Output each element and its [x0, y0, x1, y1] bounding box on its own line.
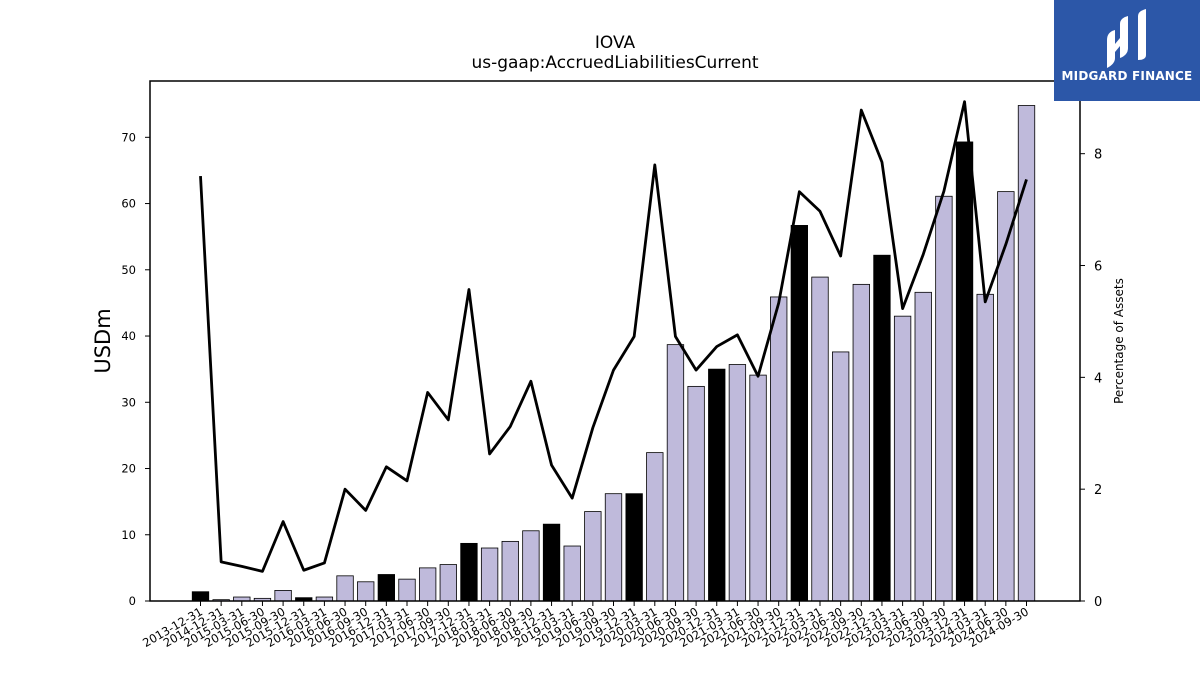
chart-title: IOVA	[594, 33, 636, 53]
bar-2019-09-30	[604, 493, 623, 602]
plot-frame	[149, 80, 1081, 602]
percentage-of-assets-line	[199, 100, 1028, 573]
bar-2023-12-31	[955, 141, 974, 602]
y-tick-label: 60	[121, 197, 136, 211]
bar-2020-09-30	[687, 385, 705, 602]
bar-2019-12-31	[625, 493, 643, 602]
bar-2022-12-31	[873, 254, 891, 602]
y2-tick-label: 8	[1094, 148, 1102, 163]
bar-2023-03-31	[893, 315, 912, 602]
bar-2015-09-30	[274, 590, 292, 602]
bar-2020-12-31	[708, 368, 726, 602]
bar-2017-09-30	[439, 564, 457, 602]
y-tick-label: 40	[121, 329, 136, 343]
bar-2022-06-30	[832, 351, 850, 602]
y-tick-label: 50	[121, 263, 136, 277]
bars-layer	[191, 105, 1036, 602]
bar-2013-12-31	[191, 591, 210, 602]
bar-2017-12-31	[460, 542, 478, 602]
y-tick-label: 20	[121, 462, 136, 476]
bar-2017-03-31	[398, 578, 416, 602]
brand-logo: MIDGARD FINANCE	[1054, 0, 1200, 101]
bar-2017-06-30	[418, 567, 437, 602]
bar-2022-03-31	[811, 276, 829, 602]
bar-2021-06-30	[749, 374, 767, 602]
y-tick-label: 30	[121, 395, 136, 409]
y-tick-label: 10	[121, 528, 136, 542]
y-tick-label: 70	[121, 130, 136, 144]
bar-2024-03-31	[976, 293, 994, 602]
bar-2022-09-30	[852, 283, 870, 602]
y2-tick-label: 0	[1094, 595, 1102, 610]
bar-2021-09-30	[770, 296, 788, 602]
bar-2018-06-30	[501, 540, 519, 602]
bar-2020-03-31	[646, 452, 664, 602]
y-axis-label: USDm	[91, 308, 115, 373]
bar-2016-09-30	[357, 581, 375, 602]
axes-layer: 010203040506070024682013-12-312014-12-31…	[121, 80, 1102, 650]
bar-2018-03-31	[480, 547, 499, 602]
logo-mark-icon	[1107, 9, 1146, 68]
bar-2023-06-30	[914, 291, 932, 602]
bar-2016-06-30	[336, 575, 354, 602]
bar-2018-09-30	[522, 530, 540, 602]
bar-2021-03-31	[728, 364, 747, 602]
bar-2024-06-30	[997, 191, 1015, 602]
line-layer	[199, 100, 1028, 573]
y2-tick-label: 6	[1094, 260, 1102, 275]
y2-tick-label: 2	[1094, 483, 1102, 498]
bar-2019-03-31	[563, 545, 581, 602]
bar-2018-12-31	[542, 523, 561, 602]
logo-text: MIDGARD FINANCE	[1061, 69, 1193, 83]
y-tick-label: 0	[129, 594, 136, 608]
bar-2019-06-30	[584, 511, 602, 602]
bar-2021-12-31	[790, 225, 808, 602]
bar-2020-06-30	[666, 344, 685, 602]
y2-tick-label: 4	[1094, 371, 1102, 386]
right-y-axis-label: Percentage of Assets	[1112, 278, 1126, 404]
bar-2023-09-30	[935, 195, 953, 602]
bar-2016-12-31	[377, 574, 396, 602]
chart-subtitle: us-gaap:AccruedLiabilitiesCurrent	[471, 53, 759, 73]
